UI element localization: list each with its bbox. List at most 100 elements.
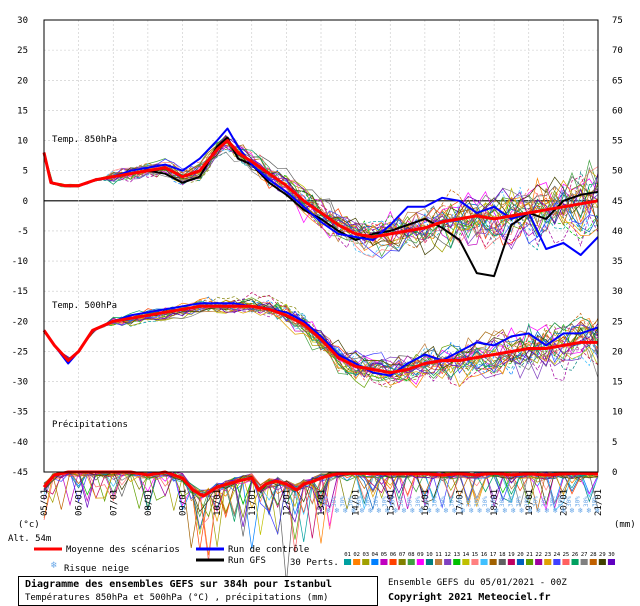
snow-pct-label: 30%	[516, 496, 523, 507]
legend-pert-number: 25	[563, 552, 570, 558]
snow-pct-label: 30%	[490, 496, 497, 507]
legend-pert-swatch-16	[480, 559, 488, 565]
pert-line-22	[43, 304, 599, 382]
snow-pct-label: 30%	[558, 496, 565, 507]
left-tick-label: 30	[17, 16, 28, 26]
snowflake-icon: ❄	[360, 506, 365, 515]
left-tick-label: -10	[12, 257, 28, 267]
legend-pert-swatch-24	[553, 559, 561, 565]
snow-pct-label: 30%	[591, 496, 598, 507]
legend-pert-number: 16	[481, 552, 488, 558]
left-tick-label: 10	[17, 137, 28, 147]
legend-pert-number: 03	[362, 552, 369, 558]
legend-pert-swatch-04	[371, 559, 379, 565]
legend-snow-label: Risque neige	[64, 564, 129, 574]
right-tick-label: 30	[612, 287, 623, 297]
pert-line-18	[43, 138, 599, 252]
legend-pert-swatch-15	[471, 559, 479, 565]
legend-pert-number: 26	[572, 552, 579, 558]
left-tick-label: 5	[23, 167, 28, 177]
x-date-label: 14/01	[352, 489, 362, 516]
snow-pct-label: 30%	[448, 496, 455, 507]
snowflake-icon: ❄	[553, 506, 558, 515]
legend-pert-number: 29	[599, 552, 606, 558]
snowflake-icon: ❄	[528, 506, 533, 515]
snowflake-icon: ❄	[586, 506, 591, 515]
snow-pct-label: 30%	[331, 496, 338, 507]
snowflake-icon: ❄	[460, 506, 465, 515]
snow-risk-strip: 30%❄30%❄30%❄30%❄30%❄30%❄30%❄30%❄30%❄30%❄…	[322, 496, 599, 515]
snowflake-icon: ❄	[486, 506, 491, 515]
snow-pct-label: 30%	[381, 496, 388, 507]
precip-mean-line	[42, 470, 599, 498]
right-tick-label: 45	[612, 197, 623, 207]
pert-line-15	[43, 138, 599, 258]
pert-line-10	[43, 302, 599, 376]
left-tick-label: -20	[12, 317, 28, 327]
t850-gfs-line	[43, 136, 599, 278]
legend-pert-swatch-13	[453, 559, 461, 565]
left-tick-label: 25	[17, 46, 28, 56]
left-tick-label: -30	[12, 378, 28, 388]
snow-pct-label: 30%	[398, 496, 405, 507]
legend-gfs-label: Run GFS	[228, 556, 266, 566]
snow-pct-label: 30%	[339, 496, 346, 507]
legend-pert-number: 23	[544, 552, 551, 558]
x-date-label: 19/01	[525, 489, 535, 516]
snow-pct-label: 30%	[423, 496, 430, 507]
legend-pert-number: 07	[399, 552, 406, 558]
snowflake-icon: ❄	[561, 506, 566, 515]
snow-pct-label: 30%	[507, 496, 514, 507]
snowflake-icon: ❄	[376, 506, 381, 515]
left-tick-label: -15	[12, 287, 28, 297]
main-lines	[42, 127, 599, 498]
t850-mean-line	[42, 139, 599, 239]
snow-pct-label: 30%	[532, 496, 539, 507]
legend-pert-swatch-30	[607, 559, 615, 565]
snow-pct-label: 30%	[549, 496, 556, 507]
pert-line-30	[43, 302, 599, 378]
label-t850: Temp. 850hPa	[52, 135, 117, 145]
snow-pct-label: 30%	[465, 496, 472, 507]
legend-pert-number: 22	[535, 552, 542, 558]
right-tick-label: 60	[612, 106, 623, 116]
snowflake-icon: ❄	[477, 506, 482, 515]
legend-pert-swatch-20	[516, 559, 524, 565]
legend-pert-number: 30	[608, 552, 615, 558]
legend-pert-number: 02	[353, 552, 360, 558]
legend-pert-swatch-12	[444, 559, 452, 565]
snowflake-icon: ❄	[51, 560, 58, 571]
legend-control-label: Run de contrôle	[228, 544, 309, 555]
left-tick-label: 0	[23, 197, 28, 207]
x-date-label: 20/01	[559, 489, 569, 516]
altitude-label: Alt. 54m	[8, 534, 51, 544]
legend-pert-number: 10	[426, 552, 433, 558]
legend-pert-swatch-05	[380, 559, 388, 565]
pert-line-22	[43, 146, 599, 249]
legend-pert-number: 21	[526, 552, 533, 558]
x-date-label: 08/01	[144, 489, 154, 516]
snowflake-icon: ❄	[334, 506, 339, 515]
legend-pert-swatch-10	[425, 559, 433, 565]
legend: Moyenne des scénarios Run de contrôleRun …	[34, 544, 615, 574]
label-precip: Précipitations	[52, 419, 128, 430]
legend-pert-number: 12	[444, 552, 451, 558]
snowflake-icon: ❄	[435, 506, 440, 515]
legend-pert-number: 14	[463, 552, 470, 558]
t850-control-line	[43, 127, 599, 256]
footer-subtitle: Températures 850hPa et 500hPa (°C) , pré…	[25, 593, 329, 603]
snow-pct-label: 30%	[574, 496, 581, 507]
snowflake-icon: ❄	[385, 506, 390, 515]
snowflake-icon: ❄	[452, 506, 457, 515]
legend-pert-number: 15	[472, 552, 479, 558]
pert-precip-24	[43, 471, 599, 536]
label-t500: Temp. 500hPa	[52, 301, 117, 311]
x-date-label: 17/01	[456, 489, 466, 516]
legend-pert-number: 17	[490, 552, 497, 558]
legend-pert-number: 28	[590, 552, 597, 558]
legend-pert-swatch-06	[389, 559, 397, 565]
legend-pert-swatch-19	[507, 559, 515, 565]
snow-pct-label: 30%	[373, 496, 380, 507]
left-tick-label: -25	[12, 347, 28, 357]
